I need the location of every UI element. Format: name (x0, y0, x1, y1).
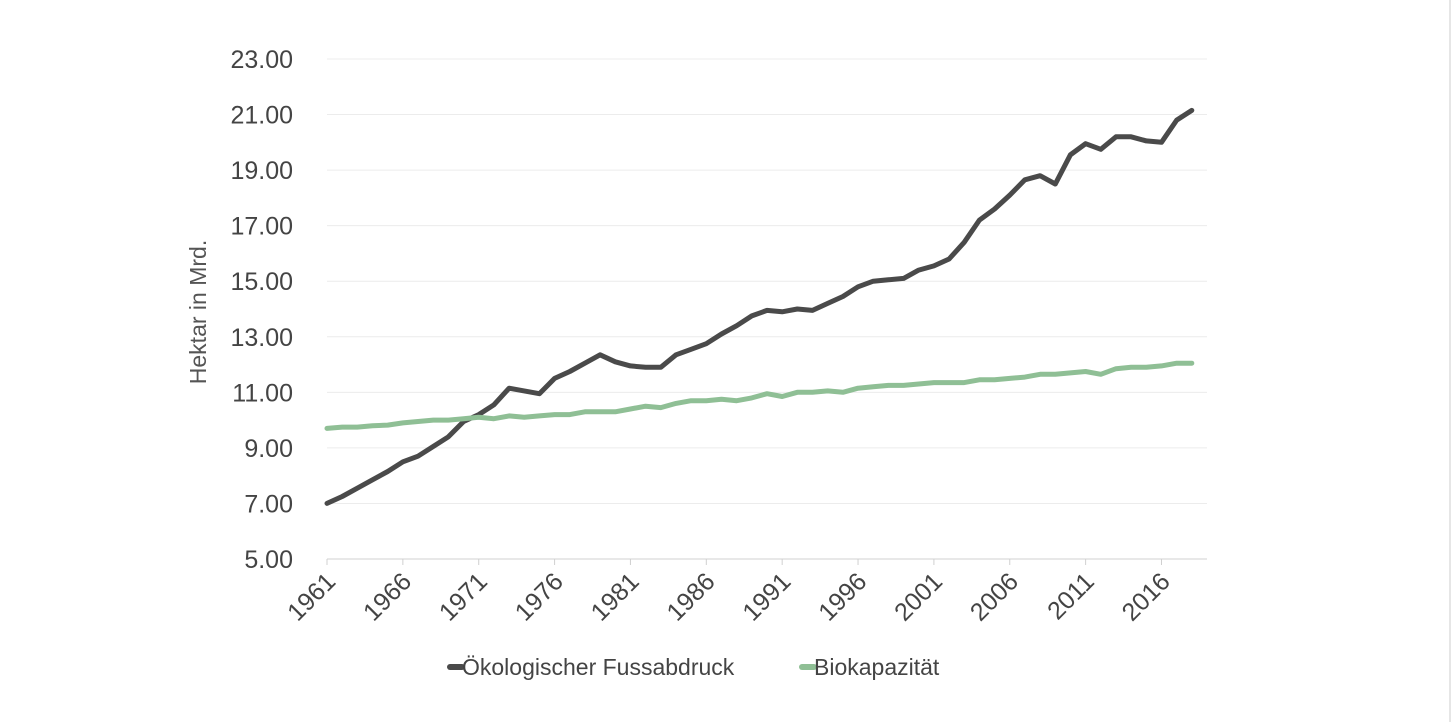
y-tick-label: 17.00 (230, 213, 293, 241)
y-tick-label: 19.00 (230, 157, 293, 185)
y-tick-label: 9.00 (244, 435, 293, 463)
x-axis-ticks: 1961 1966 1971 1976 1981 1986 1991 1996 2001 2006… (282, 559, 1176, 627)
y-tick-label: 13.00 (230, 324, 293, 352)
y-axis-label: Hektar in Mrd. (185, 240, 211, 384)
y-tick-label: 7.00 (244, 490, 293, 518)
x-tick-label: 1981 (586, 567, 645, 626)
x-tick-label: 2011 (1042, 567, 1100, 625)
x-tick-label: 1986 (661, 567, 720, 626)
x-tick-label: 1976 (510, 567, 569, 626)
y-tick-label: 23.00 (230, 46, 293, 74)
y-axis-ticks: 5.00 7.00 9.00 11.00 13.00 15.00 17.00 19.00 21.… (230, 46, 293, 574)
series-lines (324, 107, 1195, 506)
legend-label-biocapacity: Biokapazität (814, 654, 940, 680)
x-tick-label: 1961 (282, 567, 341, 626)
legend-label-footprint: Ökologischer Fussabdruck (462, 654, 735, 680)
x-tick-label: 1996 (813, 567, 872, 626)
y-tick-label: 21.00 (230, 102, 293, 130)
legend: Ökologischer Fussabdruck Biokapazität (447, 654, 940, 680)
x-tick-label: 2016 (1117, 567, 1176, 626)
x-tick-label: 1966 (358, 567, 417, 626)
y-tick-label: 11.00 (232, 379, 293, 407)
x-tick-label: 1971 (434, 567, 493, 626)
y-tick-label: 15.00 (230, 268, 293, 296)
x-tick-label: 2001 (889, 567, 948, 626)
series-line-biocapacity (324, 360, 1195, 431)
series-line-footprint (324, 107, 1195, 506)
right-edge-divider (1449, 0, 1451, 722)
x-tick-label: 1991 (737, 567, 796, 626)
x-tick-label: 2006 (965, 567, 1024, 626)
gridlines (327, 58, 1207, 560)
y-tick-label: 5.00 (244, 546, 293, 574)
